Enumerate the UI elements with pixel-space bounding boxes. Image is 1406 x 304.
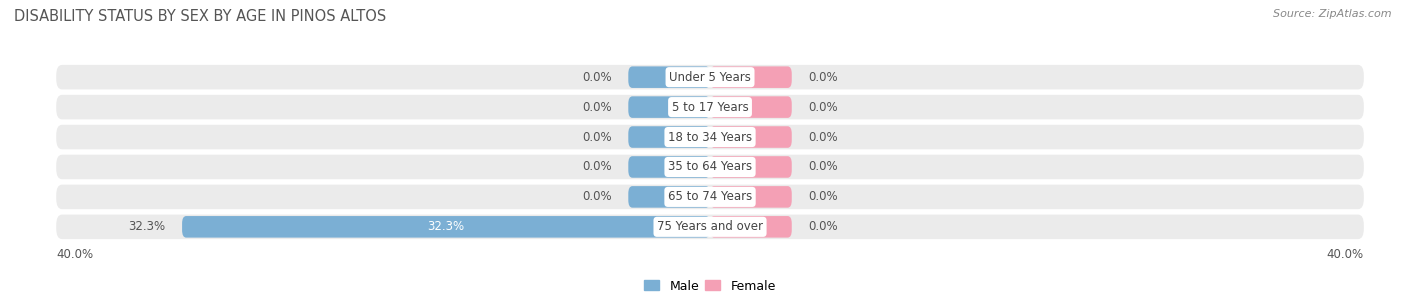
Text: 0.0%: 0.0% [582,161,612,174]
Text: 0.0%: 0.0% [808,220,838,233]
Text: Under 5 Years: Under 5 Years [669,71,751,84]
FancyBboxPatch shape [710,156,792,178]
FancyBboxPatch shape [628,186,710,208]
FancyBboxPatch shape [710,96,792,118]
FancyBboxPatch shape [628,96,710,118]
Text: 75 Years and over: 75 Years and over [657,220,763,233]
FancyBboxPatch shape [628,126,710,148]
FancyBboxPatch shape [710,66,792,88]
Text: 40.0%: 40.0% [56,248,93,261]
Text: 5 to 17 Years: 5 to 17 Years [672,101,748,114]
Text: 32.3%: 32.3% [128,220,166,233]
Text: 0.0%: 0.0% [808,71,838,84]
FancyBboxPatch shape [56,215,1364,239]
Text: Source: ZipAtlas.com: Source: ZipAtlas.com [1274,9,1392,19]
FancyBboxPatch shape [628,66,710,88]
Text: 0.0%: 0.0% [582,101,612,114]
FancyBboxPatch shape [183,216,710,238]
FancyBboxPatch shape [56,95,1364,119]
Text: 0.0%: 0.0% [582,71,612,84]
FancyBboxPatch shape [710,126,792,148]
Text: 40.0%: 40.0% [1327,248,1364,261]
Text: 0.0%: 0.0% [582,130,612,143]
FancyBboxPatch shape [56,65,1364,89]
Text: 0.0%: 0.0% [808,101,838,114]
Text: 32.3%: 32.3% [427,220,464,233]
Text: 65 to 74 Years: 65 to 74 Years [668,190,752,203]
Text: 0.0%: 0.0% [808,130,838,143]
Text: 18 to 34 Years: 18 to 34 Years [668,130,752,143]
FancyBboxPatch shape [56,125,1364,149]
Text: 35 to 64 Years: 35 to 64 Years [668,161,752,174]
FancyBboxPatch shape [56,155,1364,179]
FancyBboxPatch shape [710,216,792,238]
Text: 0.0%: 0.0% [808,161,838,174]
Text: 0.0%: 0.0% [582,190,612,203]
Legend: Male, Female: Male, Female [640,275,780,298]
Text: 0.0%: 0.0% [808,190,838,203]
FancyBboxPatch shape [628,156,710,178]
Text: DISABILITY STATUS BY SEX BY AGE IN PINOS ALTOS: DISABILITY STATUS BY SEX BY AGE IN PINOS… [14,9,387,24]
FancyBboxPatch shape [710,186,792,208]
FancyBboxPatch shape [56,185,1364,209]
